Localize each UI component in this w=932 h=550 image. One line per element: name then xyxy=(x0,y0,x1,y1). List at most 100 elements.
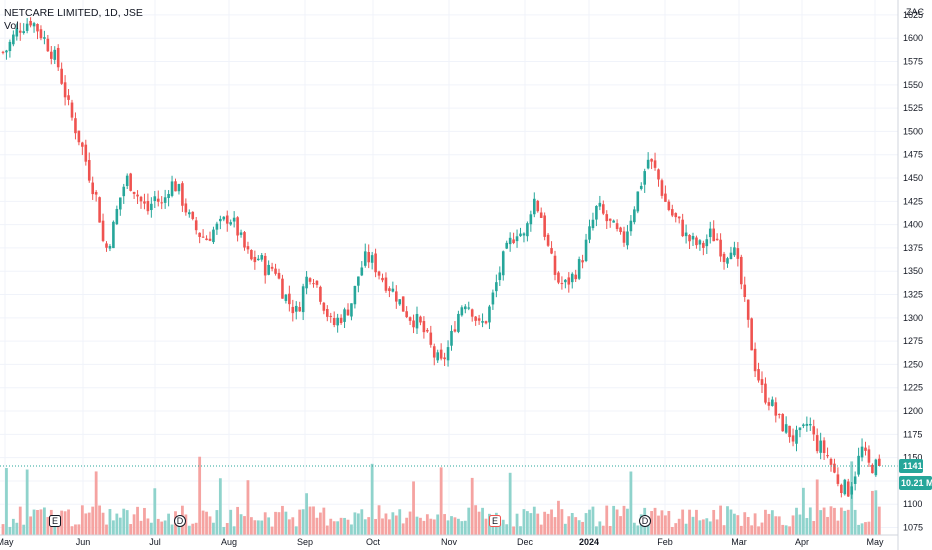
candle-body[interactable] xyxy=(626,231,629,246)
candle-body[interactable] xyxy=(208,238,212,241)
candle-body[interactable] xyxy=(432,346,436,358)
candle-body[interactable] xyxy=(577,259,581,279)
candle-body[interactable] xyxy=(608,218,612,221)
candle-body[interactable] xyxy=(39,29,43,39)
candle-body[interactable] xyxy=(315,280,319,285)
candle-body[interactable] xyxy=(491,292,495,305)
candle-body[interactable] xyxy=(636,191,640,212)
candle-body[interactable] xyxy=(222,216,226,220)
candle-body[interactable] xyxy=(101,220,105,241)
candle-body[interactable] xyxy=(826,455,829,457)
candle-body[interactable] xyxy=(136,194,139,197)
candle-body[interactable] xyxy=(508,237,512,245)
candle-body[interactable] xyxy=(743,284,747,298)
candle-body[interactable] xyxy=(198,232,201,237)
time-axis[interactable]: May Jun Jul Aug Sep Oct Nov Dec 2024 Feb Mar Apr May xyxy=(0,537,884,547)
candle-body[interactable] xyxy=(684,232,688,237)
candle-body[interactable] xyxy=(405,311,408,318)
candle-body[interactable] xyxy=(574,274,577,280)
candle-body[interactable] xyxy=(181,183,184,206)
candle-body[interactable] xyxy=(170,181,174,196)
candle-body[interactable] xyxy=(809,424,812,426)
candle-body[interactable] xyxy=(481,321,484,323)
candle-body[interactable] xyxy=(201,236,205,238)
candle-body[interactable] xyxy=(446,347,450,361)
candle-body[interactable] xyxy=(505,242,508,249)
candle-body[interactable] xyxy=(843,479,847,495)
candle-body[interactable] xyxy=(22,31,25,34)
candle-body[interactable] xyxy=(850,486,853,495)
candle-body[interactable] xyxy=(702,242,705,248)
candle-body[interactable] xyxy=(674,213,678,218)
candle-body[interactable] xyxy=(660,180,664,196)
candlesticks[interactable] xyxy=(1,17,881,499)
candle-body[interactable] xyxy=(602,204,605,214)
candle-body[interactable] xyxy=(822,440,826,454)
candle-body[interactable] xyxy=(174,181,177,192)
candle-body[interactable] xyxy=(840,484,843,494)
candle-body[interactable] xyxy=(791,435,795,442)
candle-body[interactable] xyxy=(729,252,733,260)
candle-body[interactable] xyxy=(77,130,81,143)
candle-body[interactable] xyxy=(429,332,433,345)
candle-body[interactable] xyxy=(288,293,291,305)
candle-body[interactable] xyxy=(581,260,584,263)
candle-body[interactable] xyxy=(32,23,36,27)
candle-body[interactable] xyxy=(681,219,684,237)
candle-body[interactable] xyxy=(332,318,336,325)
candle-body[interactable] xyxy=(864,447,867,451)
candle-body[interactable] xyxy=(605,214,609,222)
candle-body[interactable] xyxy=(857,455,860,475)
candle-body[interactable] xyxy=(767,402,771,406)
candle-body[interactable] xyxy=(301,286,305,313)
candle-body[interactable] xyxy=(460,307,464,316)
candle-body[interactable] xyxy=(67,95,70,100)
candle-body[interactable] xyxy=(53,49,57,60)
candle-body[interactable] xyxy=(150,203,153,211)
candle-body[interactable] xyxy=(643,171,646,185)
candle-body[interactable] xyxy=(584,239,588,262)
candle-body[interactable] xyxy=(595,206,598,220)
candle-body[interactable] xyxy=(622,231,626,243)
candle-body[interactable] xyxy=(232,217,236,222)
candle-body[interactable] xyxy=(560,283,564,285)
candle-body[interactable] xyxy=(598,202,602,207)
candle-body[interactable] xyxy=(512,239,515,244)
candle-body[interactable] xyxy=(667,201,671,210)
candle-body[interactable] xyxy=(343,309,346,322)
candle-body[interactable] xyxy=(298,306,301,312)
candle-body[interactable] xyxy=(753,348,757,372)
candle-body[interactable] xyxy=(1,51,5,53)
candle-body[interactable] xyxy=(212,229,215,243)
candle-body[interactable] xyxy=(836,474,840,484)
candle-body[interactable] xyxy=(567,277,571,285)
candle-body[interactable] xyxy=(705,239,709,247)
candle-body[interactable] xyxy=(539,212,543,218)
candle-body[interactable] xyxy=(250,250,253,260)
candle-body[interactable] xyxy=(225,215,229,224)
candle-body[interactable] xyxy=(115,208,119,225)
candle-body[interactable] xyxy=(833,463,836,473)
candle-body[interactable] xyxy=(239,232,243,235)
candle-body[interactable] xyxy=(819,440,822,453)
candle-body[interactable] xyxy=(122,186,126,197)
candle-body[interactable] xyxy=(698,240,702,245)
candle-body[interactable] xyxy=(246,246,250,250)
candle-body[interactable] xyxy=(639,185,643,189)
candle-body[interactable] xyxy=(570,273,574,283)
candle-body[interactable] xyxy=(377,271,381,276)
candle-body[interactable] xyxy=(153,196,157,202)
candle-body[interactable] xyxy=(715,238,719,241)
candle-body[interactable] xyxy=(319,286,322,302)
candle-body[interactable] xyxy=(777,413,781,415)
candle-body[interactable] xyxy=(771,399,774,406)
candle-body[interactable] xyxy=(860,446,864,458)
candle-body[interactable] xyxy=(750,318,753,351)
candle-body[interactable] xyxy=(253,256,257,263)
candle-body[interactable] xyxy=(370,255,374,263)
candle-body[interactable] xyxy=(453,329,457,332)
candle-body[interactable] xyxy=(84,144,88,162)
candle-body[interactable] xyxy=(874,459,878,476)
candle-body[interactable] xyxy=(312,283,315,285)
